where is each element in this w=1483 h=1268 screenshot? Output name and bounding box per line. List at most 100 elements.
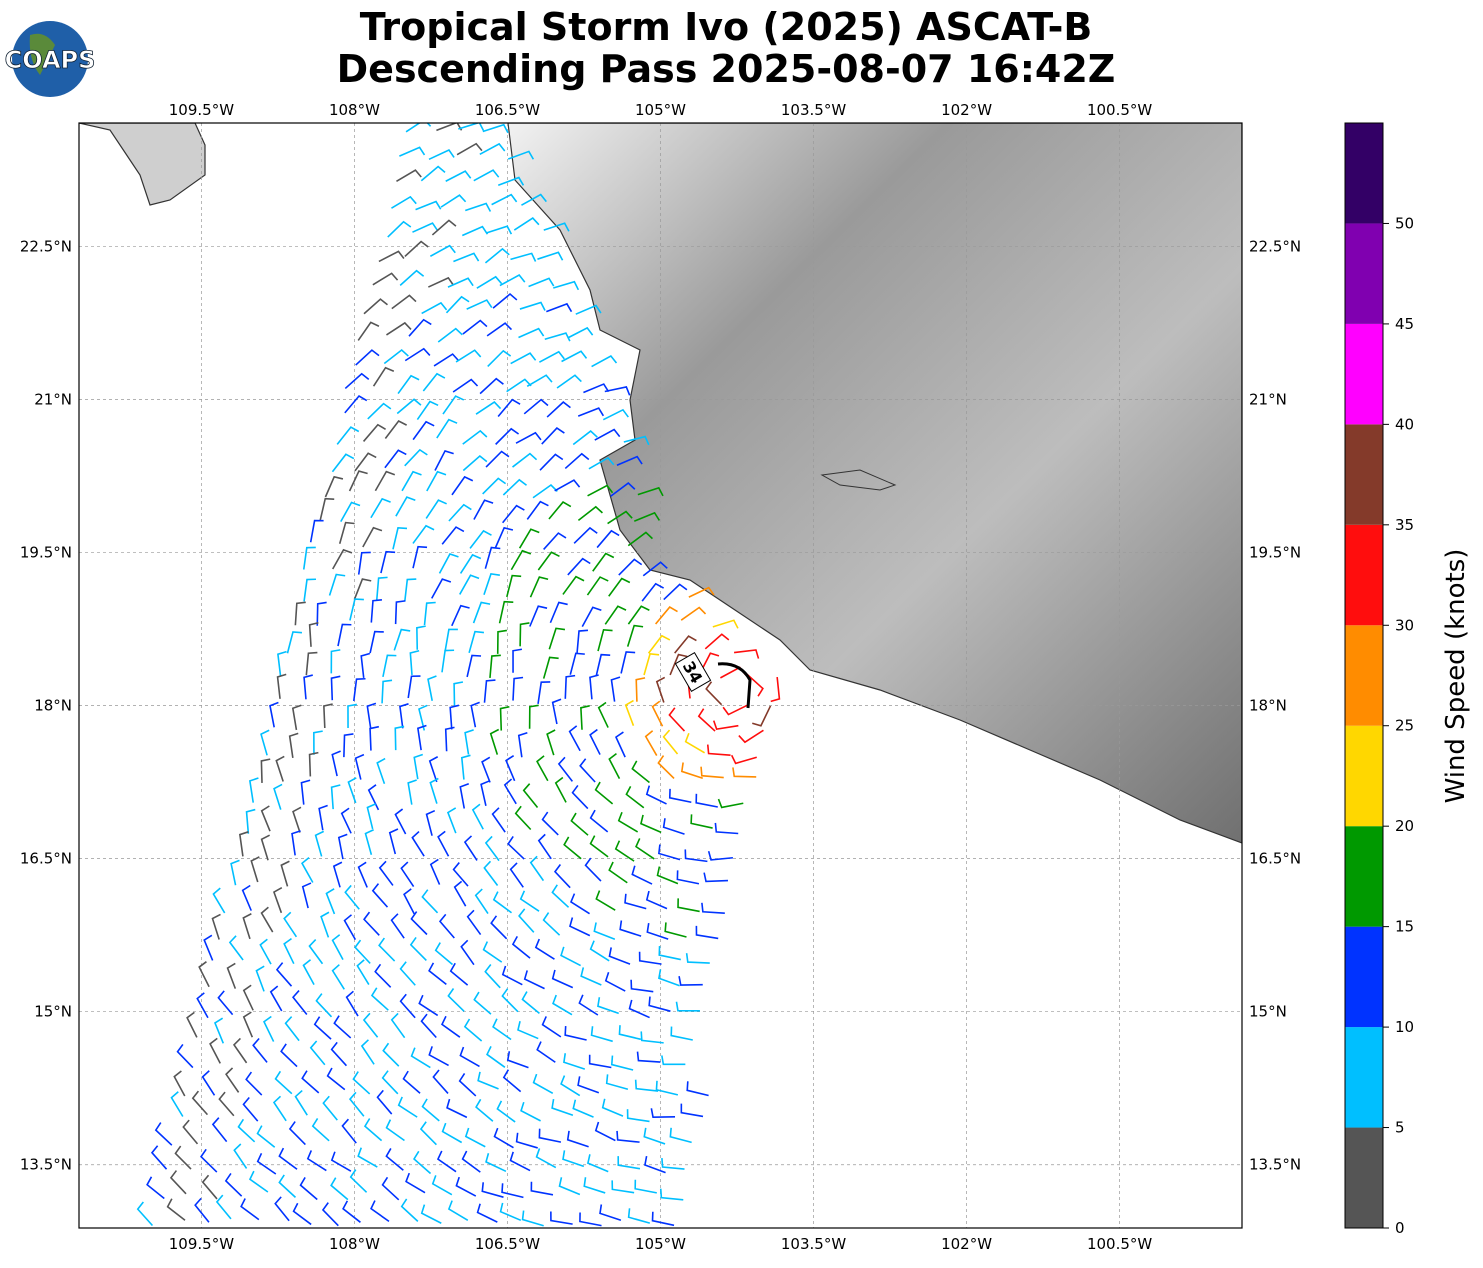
wind-barb	[154, 1122, 173, 1146]
wind-barb	[399, 269, 425, 286]
wind-barb	[409, 936, 427, 961]
wind-barb	[146, 1176, 165, 1200]
colorbar-segment	[1345, 1127, 1383, 1228]
wind-barb	[201, 1174, 218, 1200]
wind-barb	[396, 398, 422, 415]
wind-barb	[636, 1051, 661, 1063]
wind-barb	[311, 1118, 330, 1142]
wind-barb	[324, 475, 344, 498]
wind-barb	[470, 701, 480, 728]
wind-barb	[617, 811, 639, 833]
wind-barb	[678, 976, 703, 986]
wind-barb	[459, 1046, 480, 1068]
wind-barb	[292, 806, 302, 833]
wind-barb	[738, 729, 764, 744]
wind-barb	[661, 1158, 685, 1170]
wind-barb	[569, 652, 585, 675]
wind-barb	[313, 730, 323, 755]
wind-barb	[557, 756, 574, 782]
wind-barb	[505, 754, 516, 782]
wind-barb	[577, 1076, 600, 1094]
colorbar-tick-label: 20	[1395, 817, 1414, 835]
wind-barb	[370, 987, 389, 1011]
wind-barb	[620, 651, 636, 674]
wind-barb	[455, 1176, 477, 1197]
wind-barb	[562, 1150, 585, 1168]
wind-barb	[662, 818, 685, 835]
wind-barb	[349, 598, 364, 621]
wind-barb	[550, 1211, 573, 1225]
wind-barb	[432, 1069, 449, 1094]
wind-barb	[348, 470, 368, 492]
wind-barb	[594, 428, 621, 441]
storm-barb	[717, 662, 752, 709]
wind-barb	[242, 1011, 254, 1038]
wind-barb	[315, 993, 333, 1018]
wind-barb	[616, 1130, 640, 1143]
wind-barb	[316, 601, 327, 626]
wind-barb	[546, 401, 571, 418]
wind-barb	[663, 583, 688, 601]
wind-barb	[431, 1175, 453, 1196]
wind-barb	[510, 352, 537, 365]
wind-barb	[299, 1177, 318, 1201]
wind-barb	[303, 578, 317, 602]
wind-barb	[371, 883, 389, 908]
wind-barb	[657, 755, 675, 779]
colorbar-tick-label: 0	[1395, 1219, 1405, 1237]
wind-barb	[532, 483, 558, 499]
wind-barb	[269, 985, 283, 1012]
wind-barb	[650, 1108, 676, 1118]
wind-barb	[714, 822, 739, 835]
colorbar-label: Wind Speed (knots)	[1441, 549, 1471, 804]
wind-barb	[326, 1067, 346, 1091]
wind-barb	[416, 724, 427, 751]
wind-barb	[256, 1153, 277, 1175]
wind-barb	[528, 277, 555, 288]
wind-barb	[411, 830, 425, 857]
x-tick-label: 100.5°W	[1087, 101, 1152, 119]
wind-barb	[372, 366, 395, 387]
wind-barb	[564, 452, 590, 470]
wind-barb	[372, 272, 399, 286]
wind-barb	[497, 176, 525, 187]
x-tick-label: 100.5°W	[1087, 1235, 1152, 1253]
wind-barb	[592, 552, 615, 572]
wind-barb	[522, 783, 539, 809]
x-tick-label: 102°W	[941, 1235, 992, 1253]
wind-barb	[218, 1091, 235, 1117]
y-tick-label: 18°N	[34, 697, 72, 715]
wind-barb	[483, 679, 496, 703]
wind-barb	[169, 1170, 187, 1195]
wind-barb	[599, 1204, 622, 1221]
wind-barb	[393, 628, 411, 651]
wind-barb	[571, 784, 589, 810]
wind-barb	[497, 398, 521, 417]
wind-barb	[345, 990, 359, 1017]
wind-barb	[563, 836, 582, 860]
wind-barb	[458, 123, 485, 131]
wind-barb	[453, 681, 464, 706]
wind-barb	[485, 1153, 507, 1173]
wind-barb	[384, 449, 407, 469]
wind-barb	[461, 1150, 481, 1173]
map-frame	[78, 122, 1243, 1229]
wind-barb	[626, 624, 644, 647]
wind-barb	[226, 962, 237, 989]
y-tick-label: 13.5°N	[1249, 1156, 1301, 1174]
wind-barb	[401, 470, 422, 492]
wind-barb	[501, 965, 523, 986]
wind-barb	[473, 169, 500, 182]
wind-barb	[589, 809, 609, 833]
wind-barb	[675, 1001, 700, 1012]
wind-barb	[595, 653, 611, 677]
wind-barb	[705, 681, 723, 706]
wind-barb	[532, 1073, 554, 1095]
colorbar-segment	[1345, 123, 1383, 224]
wind-barb	[499, 705, 510, 731]
wind-barb	[563, 1053, 586, 1070]
colorbar-segment	[1345, 926, 1383, 1028]
wind-barb	[273, 783, 283, 810]
wind-barb	[583, 383, 610, 394]
wind-barb	[648, 996, 671, 1012]
